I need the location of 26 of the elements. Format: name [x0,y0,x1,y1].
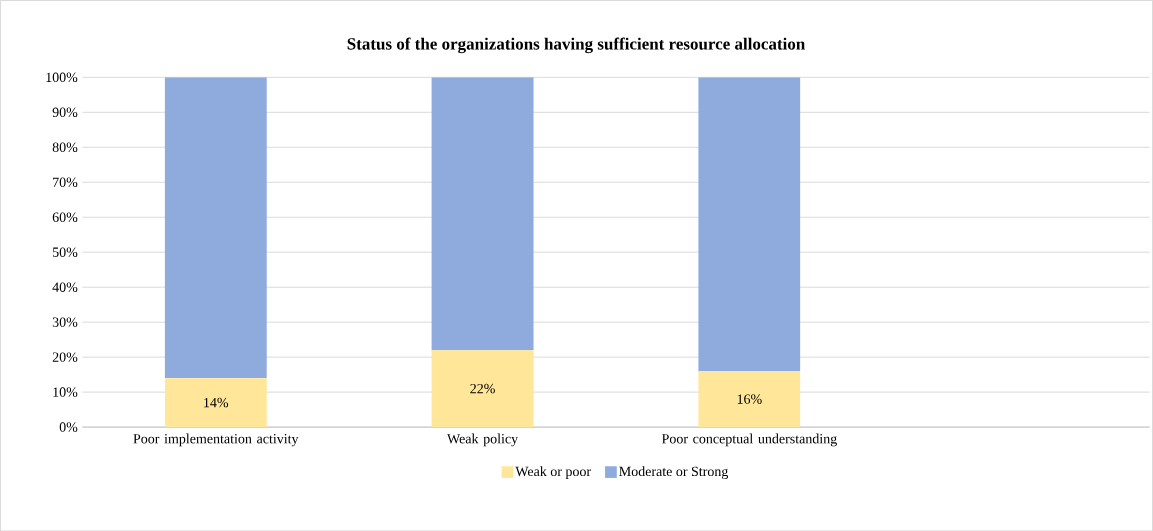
bar [698,77,801,371]
bar [698,370,801,427]
y-tick-label: 0% [59,422,78,432]
y-tick-label: 60% [52,212,78,222]
y-tick-label: 90% [52,107,78,117]
bar [431,349,534,427]
data-label: 22% [470,383,495,394]
chart-title: Status of the organizations having sufficient resource allocation [347,37,805,54]
legend-label: Moderate or Strong [619,466,729,479]
y-tick-label: 20% [52,352,78,362]
data-label: 16% [737,394,762,404]
y-tick-label: 100% [46,72,78,82]
data-label: 14% [204,397,229,408]
y-tick-label: 70% [53,177,78,187]
x-tick-label: Poor implementation activity [133,433,299,447]
y-tick-label: 50% [52,247,78,257]
x-tick-label: Poor conceptual understanding [661,433,837,447]
legend-label: Weak or poor [515,466,591,479]
y-tick-label: 30% [52,317,78,327]
y-tick-label: 10% [53,387,78,397]
x-tick-label: Weak policy [447,433,519,447]
y-tick-label: 40% [52,282,78,292]
bar [164,77,267,378]
bar [164,377,267,427]
y-tick-label: 80% [52,142,78,152]
bar [431,77,534,350]
